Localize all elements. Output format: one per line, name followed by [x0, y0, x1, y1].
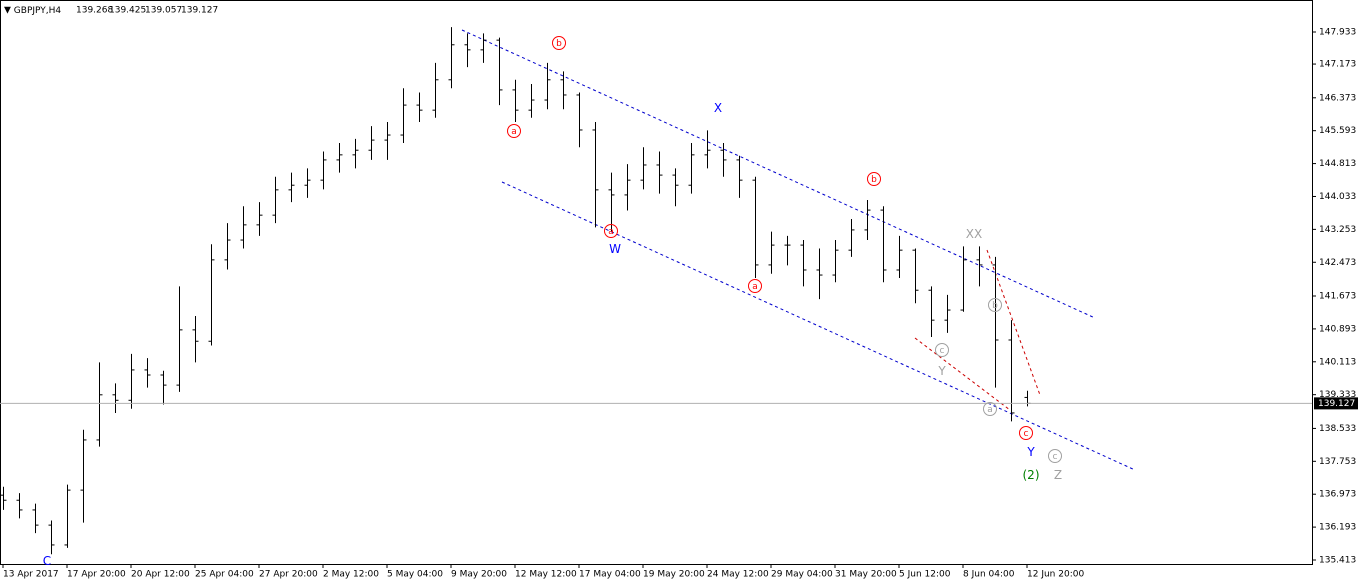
wave-circle	[867, 172, 881, 186]
x-tick-label: 29 May 04:00	[771, 570, 833, 580]
wave-label: a	[511, 127, 517, 137]
wave-label: a	[987, 405, 993, 415]
wave-label: Y	[1026, 445, 1035, 459]
wave-label: XX	[966, 227, 982, 241]
y-tick-label: 144.813	[1319, 159, 1356, 169]
y-tick-label: 138.533	[1319, 424, 1356, 434]
y-tick-label: 139.333	[1319, 390, 1356, 400]
y-tick-label: 141.673	[1319, 292, 1356, 302]
wave-label: b	[871, 175, 877, 185]
channel-upper	[461, 29, 1096, 319]
wave-label: a	[752, 282, 758, 292]
x-tick-label: 9 May 20:00	[451, 570, 507, 580]
y-tick-label: 135.413	[1319, 555, 1356, 565]
wave-label: X	[714, 101, 722, 115]
y-tick-label: 146.373	[1319, 93, 1356, 103]
wave-circle	[748, 279, 762, 293]
wave-circle	[604, 224, 618, 238]
x-tick-label: 8 Jun 04:00	[963, 570, 1015, 580]
x-tick-label: 13 Apr 2017	[3, 570, 59, 580]
header-low: 139.057	[145, 6, 182, 16]
channel-lower	[501, 181, 1136, 471]
x-tick-label: 12 Jun 20:00	[1027, 570, 1084, 580]
plot-frame	[0, 0, 1313, 565]
header-open: 139.268	[76, 6, 113, 16]
header-close: 139.127	[181, 6, 218, 16]
x-tick-label: 19 May 20:00	[643, 570, 705, 580]
y-tick-label: 147.933	[1319, 28, 1356, 38]
x-tick-label: 17 Apr 20:00	[67, 570, 126, 580]
wave-circle	[935, 343, 949, 357]
wedge-lower	[914, 337, 1011, 411]
wave-label: Z	[1054, 468, 1062, 482]
wave-label: Y	[937, 364, 946, 378]
x-tick-label: 20 Apr 12:00	[131, 570, 190, 580]
y-tick-label: 144.033	[1319, 192, 1356, 202]
price-label: 139.127	[1318, 399, 1355, 409]
x-tick-label: 31 May 20:00	[835, 570, 897, 580]
wave-label: c	[940, 346, 945, 356]
y-tick-label: 147.173	[1319, 60, 1356, 70]
x-tick-label: 24 May 12:00	[707, 570, 769, 580]
wave-label: C	[43, 554, 51, 568]
wave-circle	[988, 298, 1002, 312]
wave-label: (2)	[1023, 468, 1040, 482]
wave-label: b	[992, 301, 998, 311]
x-tick-label: 12 May 12:00	[515, 570, 577, 580]
x-tick-label: 2 May 12:00	[323, 570, 379, 580]
y-tick-label: 136.973	[1319, 490, 1356, 500]
y-tick-label: 136.193	[1319, 523, 1356, 533]
y-tick-label: 137.753	[1319, 457, 1356, 467]
wave-circle	[1048, 449, 1062, 463]
y-tick-label: 145.593	[1319, 126, 1356, 136]
price-label-box	[1314, 397, 1358, 410]
wave-circle	[552, 36, 566, 50]
x-tick-label: 27 Apr 20:00	[259, 570, 318, 580]
wave-label: c	[1053, 452, 1058, 462]
wave-label: W	[609, 242, 621, 256]
header-symbol: ▼ GBPJPY,H4	[4, 6, 61, 16]
wave-circle	[507, 124, 521, 138]
wave-label: a	[608, 227, 614, 237]
wave-circle	[1019, 426, 1033, 440]
y-tick-label: 140.113	[1319, 357, 1356, 367]
x-tick-label: 25 Apr 04:00	[195, 570, 254, 580]
y-tick-label: 142.473	[1319, 258, 1356, 268]
x-tick-label: 5 May 04:00	[387, 570, 443, 580]
y-tick-label: 140.893	[1319, 324, 1356, 334]
header-high: 139.425	[109, 6, 146, 16]
x-tick-label: 17 May 04:00	[579, 570, 641, 580]
wave-label: b	[556, 39, 562, 49]
wave-circle	[983, 402, 997, 416]
symbol: GBPJPY,H4	[14, 6, 62, 16]
x-tick-label: 5 Jun 12:00	[899, 570, 951, 580]
y-tick-label: 143.253	[1319, 225, 1356, 235]
wave-label: c	[1024, 429, 1029, 439]
